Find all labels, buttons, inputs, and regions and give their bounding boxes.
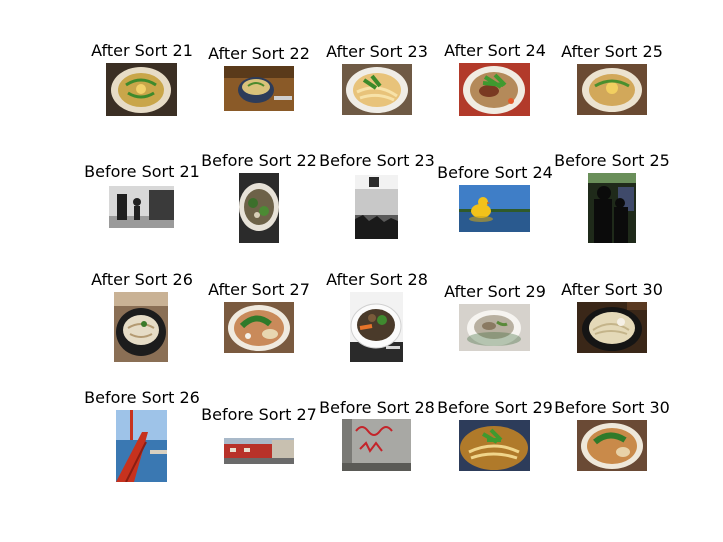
black-and-white-street-photo-icon bbox=[109, 186, 174, 230]
thumbnail-title: Before Sort 23 bbox=[319, 151, 435, 170]
thumbnail-title: After Sort 22 bbox=[208, 44, 310, 63]
red-bridge-over-water-icon bbox=[116, 410, 167, 482]
bowl-of-soup-on-tray-icon bbox=[224, 66, 294, 111]
thumbnail-title: Before Sort 28 bbox=[319, 398, 435, 417]
thumbnail-title: Before Sort 22 bbox=[201, 151, 317, 170]
thumbnail-title: Before Sort 29 bbox=[437, 398, 553, 417]
thumbnail-title: After Sort 24 bbox=[444, 41, 546, 60]
ramen-bowl-with-greens-icon bbox=[224, 302, 294, 353]
thumbnail-title: After Sort 21 bbox=[91, 41, 193, 60]
thumbnail-title: After Sort 28 bbox=[326, 270, 428, 289]
thumbnail-title: Before Sort 26 bbox=[84, 388, 200, 407]
udon-bowl-with-beef-and-scallions-icon bbox=[459, 63, 530, 116]
bowl-of-pasta-soup-icon bbox=[459, 304, 530, 351]
bowl-of-greens-icon bbox=[239, 173, 279, 243]
dark-bowl-of-noodles-icon bbox=[114, 292, 168, 362]
udon-bowl-with-scallions-icon bbox=[342, 64, 412, 115]
thumbnail-title: After Sort 26 bbox=[91, 270, 193, 289]
bowl-of-noodles-with-egg-icon bbox=[577, 64, 647, 115]
graffiti-wall-icon bbox=[342, 419, 411, 471]
grayscale-texture-photo-icon bbox=[355, 175, 398, 242]
thumbnail-title: Before Sort 27 bbox=[201, 405, 317, 424]
thumbnail-title: After Sort 30 bbox=[561, 280, 663, 299]
red-building-street-icon bbox=[224, 438, 294, 464]
thumbnail-title: After Sort 23 bbox=[326, 42, 428, 61]
bowl-with-vegetables-icon bbox=[350, 292, 403, 362]
thumbnail-title: Before Sort 24 bbox=[437, 163, 553, 182]
bowl-of-noodles-with-egg-and-scallions-icon bbox=[106, 63, 177, 116]
yellow-duck-on-lake-icon bbox=[459, 185, 530, 232]
thumbnail-title: After Sort 29 bbox=[444, 282, 546, 301]
ramen-with-greens-icon bbox=[577, 420, 647, 471]
curry-udon-icon bbox=[459, 420, 530, 471]
thumbnail-title: Before Sort 30 bbox=[554, 398, 670, 417]
thumbnail-title: Before Sort 25 bbox=[554, 151, 670, 170]
thumbnail-title: After Sort 25 bbox=[561, 42, 663, 61]
silhouette-of-people-icon bbox=[588, 173, 636, 243]
udon-in-dark-bowl-icon bbox=[577, 302, 647, 353]
thumbnail-title: After Sort 27 bbox=[208, 280, 310, 299]
thumbnail-title: Before Sort 21 bbox=[84, 162, 200, 181]
